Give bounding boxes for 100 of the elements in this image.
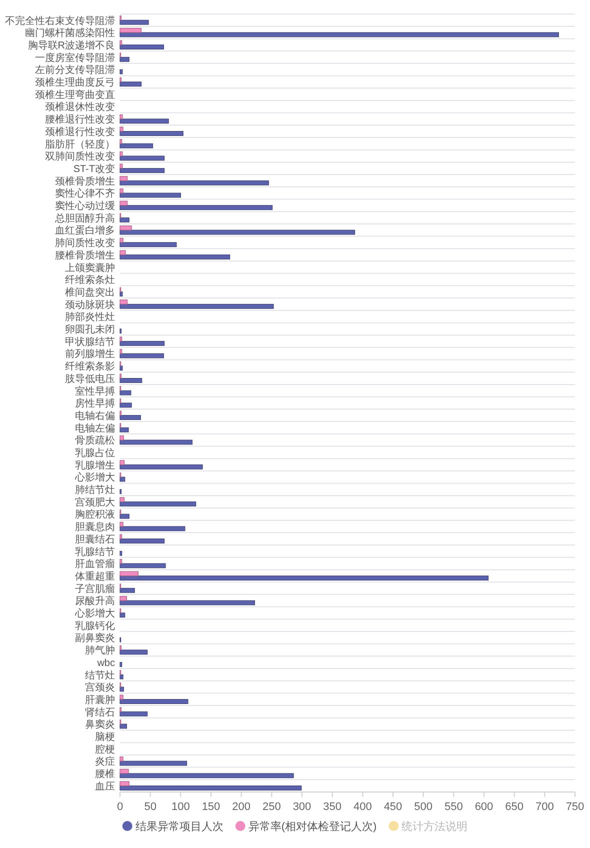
bar: [120, 711, 148, 716]
y-tick-label: 结节灶: [85, 669, 115, 682]
y-tick-label: 肝血管瘤: [75, 558, 115, 570]
x-tick-label: 550: [444, 801, 463, 813]
y-tick-label: 乳腺钙化: [75, 620, 115, 632]
bar: [120, 114, 123, 120]
y-tick-label: 肺间质性改变: [55, 237, 115, 250]
y-tick-label: 电轴左偏: [75, 422, 115, 434]
bar: [120, 460, 125, 466]
y-tick-label: 脂肪肝（轻度）: [45, 138, 115, 150]
bar: [120, 32, 559, 38]
bar: [120, 205, 273, 210]
bar: [120, 588, 135, 593]
bar: [120, 476, 126, 482]
bar: [120, 781, 130, 786]
bar: [120, 56, 130, 62]
bar: [120, 225, 132, 230]
bar: [120, 694, 124, 700]
y-tick-label: 骨质疏松: [75, 434, 115, 447]
y-tick-label: 颈椎骨质增生: [55, 175, 115, 188]
bar: [120, 242, 177, 248]
bar: [120, 526, 186, 532]
bar: [120, 366, 123, 371]
bar: [120, 217, 130, 222]
bar: [120, 20, 149, 25]
legend-label: 结果异常项目人次: [135, 820, 224, 833]
bar: [120, 576, 489, 581]
y-tick-label: wbc: [96, 658, 115, 669]
x-tick-label: 350: [323, 801, 342, 813]
x-tick-label: 50: [144, 801, 156, 813]
bar: [120, 238, 124, 243]
y-tick-label: 心影增大: [74, 608, 115, 620]
bar: [120, 168, 165, 173]
bar: [120, 230, 356, 235]
bar: [120, 164, 123, 169]
y-tick-label: 肺结节灶: [75, 484, 115, 496]
x-tick-label: 0: [116, 801, 124, 813]
bar: [120, 501, 196, 506]
bar: [120, 304, 274, 309]
bar: [120, 340, 165, 346]
y-tick-label: 窦性心律不齐: [55, 188, 115, 200]
bar: [120, 300, 128, 305]
x-tick-label: 400: [353, 801, 372, 813]
bar: [120, 28, 142, 33]
bar: [120, 118, 169, 124]
bar: [120, 563, 166, 568]
bar: [120, 254, 230, 260]
bar: [120, 786, 302, 790]
y-tick-label: 乳腺结节: [75, 546, 115, 558]
bar: [120, 192, 181, 198]
y-tick-label: 椎间盘突出: [65, 286, 115, 298]
y-tick-label: 室性早搏: [75, 385, 115, 398]
y-tick-label: 腰椎: [95, 768, 115, 780]
x-tick-label: 750: [566, 801, 584, 813]
y-tick-label: 一度房室传导阻滞: [35, 52, 115, 64]
y-tick-label: 炎症: [95, 756, 115, 768]
bar: [120, 353, 164, 358]
y-tick-label: 电轴右偏: [75, 410, 115, 422]
y-tick-label: 腰椎骨质增生: [55, 249, 115, 262]
x-tick-label: 500: [414, 801, 433, 813]
y-tick-label: 副鼻窦炎: [75, 632, 115, 644]
bar: [120, 427, 129, 432]
y-tick-label: 乳腺占位: [75, 446, 115, 459]
y-tick-label: 双肺间质性改变: [45, 150, 115, 163]
y-tick-label: 纤维索条灶: [65, 274, 115, 286]
y-tick-label: ST-T改变: [73, 162, 115, 175]
x-tick-label: 150: [202, 801, 220, 813]
bar: [120, 464, 203, 470]
y-tick-label: 腔梗: [95, 743, 115, 756]
bar: [120, 415, 141, 420]
bar: [120, 435, 124, 440]
y-tick-label: 心影增大: [74, 472, 115, 484]
x-tick-label: 100: [171, 801, 190, 813]
bar: [120, 522, 124, 527]
bar: [120, 200, 128, 206]
bar: [120, 176, 128, 182]
y-tick-label: 胆囊息肉: [75, 521, 115, 534]
y-tick-label: 宫颈炎: [85, 682, 115, 694]
y-tick-label: 颈椎退行性改变: [45, 126, 115, 138]
y-tick-label: 颈椎生理弯曲变直: [35, 88, 115, 101]
y-tick-label: 总胆固醇升高: [54, 212, 115, 224]
bar: [120, 768, 129, 774]
x-tick-label: 600: [474, 801, 494, 813]
y-tick-label: 血压: [95, 780, 115, 792]
x-tick-label: 450: [384, 801, 402, 813]
bar: [120, 250, 126, 256]
x-tick-label: 650: [505, 801, 524, 813]
bar: [120, 151, 123, 156]
y-tick-label: 不完全性右束支传导阻滞: [5, 14, 115, 27]
y-tick-label: 肺气肿: [85, 644, 115, 657]
y-tick-label: 窦性心动过缓: [55, 200, 115, 212]
legend-label: 统计方法说明: [402, 820, 468, 833]
y-tick-label: 子宫肌瘤: [75, 582, 115, 595]
y-tick-label: 颈椎退休性改变: [45, 101, 115, 114]
y-tick-label: 胸导联R波递增不良: [28, 39, 115, 52]
bar: [120, 596, 127, 601]
y-tick-label: 纤维索条影: [65, 360, 115, 373]
legend-label: 异常率(相对体检登记人次): [248, 820, 377, 833]
y-tick-label: 脑梗: [95, 731, 115, 744]
y-tick-label: 前列腺增生: [65, 348, 115, 360]
